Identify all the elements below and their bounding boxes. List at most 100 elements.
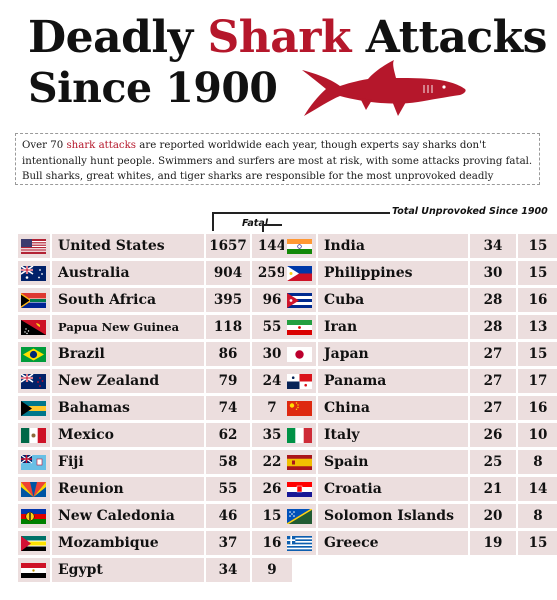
croatia-flag	[287, 482, 312, 497]
flag-cell	[284, 504, 316, 528]
philippines-flag	[287, 266, 312, 281]
panama-flag	[287, 374, 312, 389]
flag-cell	[284, 342, 316, 366]
solomon-islands-flag	[287, 509, 312, 524]
total-attacks-value: 27	[470, 396, 516, 420]
flag-cell	[284, 423, 316, 447]
usa-flag	[21, 239, 46, 254]
fatal-attacks-value: 15	[518, 234, 557, 258]
country-name: India	[318, 234, 468, 258]
iran-flag	[287, 320, 312, 335]
total-attacks-value: 34	[206, 558, 250, 582]
flag-cell	[18, 315, 50, 339]
page-title: Deadly Shark Attacks	[28, 12, 547, 63]
flag-cell	[18, 261, 50, 285]
total-attacks-value: 27	[470, 342, 516, 366]
shark-icon	[302, 60, 466, 116]
fatal-attacks-value: 15	[518, 342, 557, 366]
new-caledonia-flag	[21, 509, 46, 524]
total-attacks-value: 118	[206, 315, 250, 339]
total-attacks-value: 904	[206, 261, 250, 285]
fatal-label-bracket	[262, 224, 282, 226]
papua-new-guinea-flag	[21, 320, 46, 335]
total-attacks-value: 62	[206, 423, 250, 447]
fatal-attacks-value: 8	[518, 504, 557, 528]
fatal-attacks-value: 8	[518, 450, 557, 474]
total-attacks-value: 34	[470, 234, 516, 258]
fatal-attacks-value: 15	[518, 531, 557, 555]
cuba-flag	[287, 293, 312, 308]
intro-paragraph: Over 70 shark attacks are reported world…	[15, 133, 540, 185]
country-name: Solomon Islands	[318, 504, 468, 528]
total-attacks-value: 74	[206, 396, 250, 420]
total-attacks-value: 26	[470, 423, 516, 447]
country-name: Italy	[318, 423, 468, 447]
flag-cell	[18, 477, 50, 501]
flag-cell	[284, 396, 316, 420]
country-name: Mexico	[52, 423, 204, 447]
mozambique-flag	[21, 536, 46, 551]
country-name: Egypt	[52, 558, 204, 582]
total-attacks-value: 55	[206, 477, 250, 501]
country-name: Mozambique	[52, 531, 204, 555]
country-name: Greece	[318, 531, 468, 555]
title-deadly: Deadly	[28, 12, 208, 63]
country-name: New Zealand	[52, 369, 204, 393]
flag-cell	[284, 234, 316, 258]
india-flag	[287, 239, 312, 254]
intro-text-end: are reported worldwide each year, though…	[22, 140, 533, 182]
japan-flag	[287, 347, 312, 362]
new-zealand-flag	[21, 374, 46, 389]
total-attacks-value: 21	[470, 477, 516, 501]
fatal-column-label: Fatal	[242, 218, 269, 229]
total-attacks-value: 20	[470, 504, 516, 528]
country-name: Philippines	[318, 261, 468, 285]
country-name: Japan	[318, 342, 468, 366]
flag-cell	[18, 396, 50, 420]
greece-flag	[287, 536, 312, 551]
flag-cell	[18, 531, 50, 555]
country-name: Reunion	[52, 477, 204, 501]
flag-cell	[18, 342, 50, 366]
flag-cell	[18, 234, 50, 258]
fatal-attacks-value: 14	[518, 477, 557, 501]
italy-flag	[287, 428, 312, 443]
fatal-attacks-value: 15	[518, 261, 557, 285]
total-label-bracket	[212, 212, 390, 214]
shark-attacks-link[interactable]: shark attacks	[66, 140, 137, 151]
fatal-attacks-value: 16	[518, 288, 557, 312]
total-column-label: Total Unprovoked Since 1900	[392, 206, 548, 217]
flag-cell	[18, 450, 50, 474]
country-name: Papua New Guinea	[52, 315, 204, 339]
flag-cell	[18, 369, 50, 393]
fatal-attacks-value: 17	[518, 369, 557, 393]
total-attacks-value: 79	[206, 369, 250, 393]
country-name: Fiji	[52, 450, 204, 474]
bahamas-flag	[21, 401, 46, 416]
total-attacks-value: 25	[470, 450, 516, 474]
total-attacks-value: 86	[206, 342, 250, 366]
page-subtitle: Since 1900	[28, 64, 278, 112]
country-name: Brazil	[52, 342, 204, 366]
country-name: Iran	[318, 315, 468, 339]
flag-cell	[284, 477, 316, 501]
china-flag	[287, 401, 312, 416]
spain-flag	[287, 455, 312, 470]
flag-cell	[18, 423, 50, 447]
country-name: New Caledonia	[52, 504, 204, 528]
flag-cell	[18, 558, 50, 582]
country-name: Australia	[52, 261, 204, 285]
total-attacks-value: 1657	[206, 234, 250, 258]
total-attacks-value: 30	[470, 261, 516, 285]
title-attacks: Attacks	[350, 12, 548, 63]
brazil-flag	[21, 347, 46, 362]
fiji-flag	[21, 455, 46, 470]
country-name: China	[318, 396, 468, 420]
country-name: Cuba	[318, 288, 468, 312]
country-name: Bahamas	[52, 396, 204, 420]
country-name: United States	[52, 234, 204, 258]
total-attacks-value: 19	[470, 531, 516, 555]
mexico-flag	[21, 428, 46, 443]
total-attacks-value: 395	[206, 288, 250, 312]
flag-cell	[284, 315, 316, 339]
